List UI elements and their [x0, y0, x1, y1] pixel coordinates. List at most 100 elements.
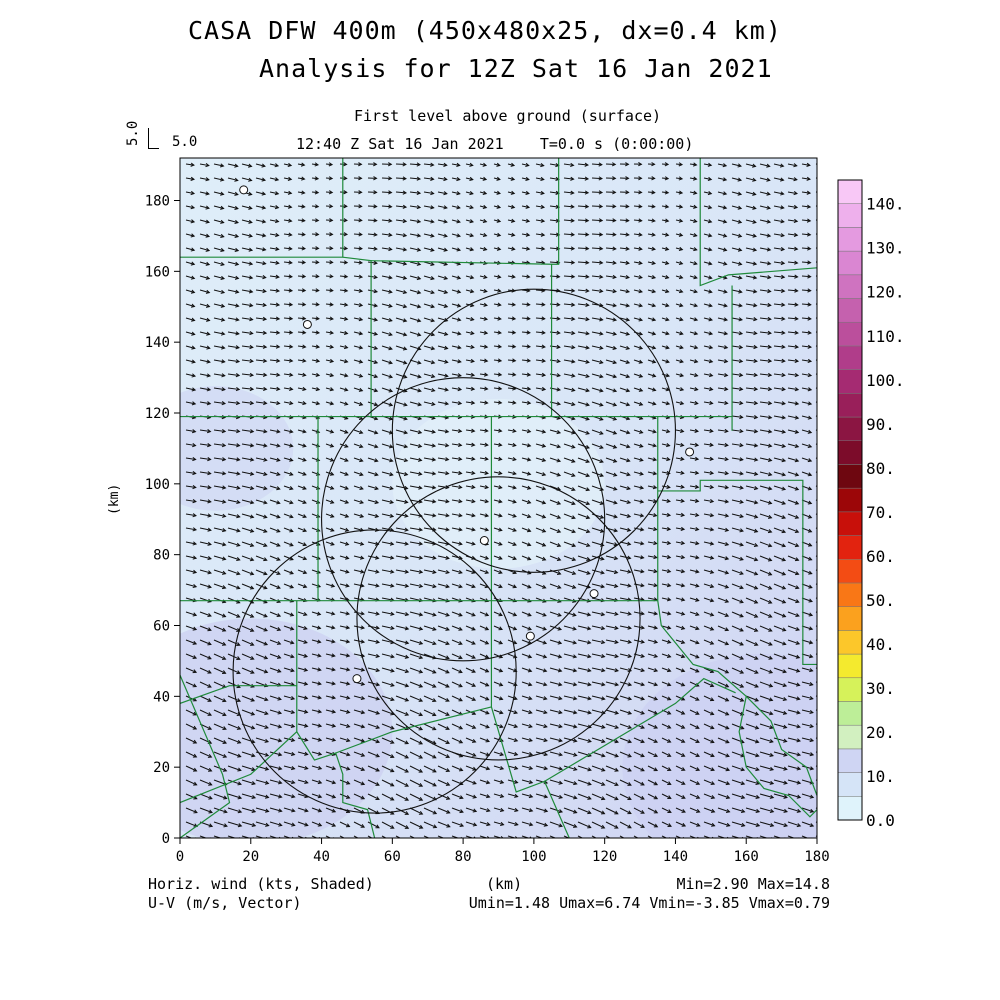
wind-vector	[507, 232, 516, 237]
wind-vector	[745, 429, 759, 434]
wind-vector	[521, 204, 531, 209]
wind-vector	[325, 176, 334, 181]
wind-vector	[227, 303, 240, 308]
wind-vector	[283, 372, 294, 377]
wind-vector	[381, 751, 395, 759]
wind-vector	[661, 597, 672, 602]
wind-vector	[339, 583, 350, 588]
wind-vector	[675, 401, 685, 406]
station-marker	[302, 319, 312, 329]
wind-vector	[283, 499, 294, 505]
wind-vector	[283, 274, 293, 279]
wind-vector	[591, 625, 606, 631]
wind-vector	[661, 498, 671, 503]
wind-vector	[297, 639, 308, 644]
wind-vector	[535, 583, 547, 589]
x-tick-label: 120	[592, 849, 617, 865]
wind-vector	[647, 429, 657, 434]
y-tick-label: 180	[145, 194, 170, 210]
wind-vector	[283, 330, 294, 335]
wind-vector	[731, 219, 743, 224]
wind-vector	[563, 499, 576, 506]
wind-vector	[297, 358, 307, 363]
wind-vector	[269, 625, 282, 631]
wind-vector	[731, 205, 743, 210]
wind-vector	[689, 512, 700, 518]
wind-vector	[535, 793, 549, 799]
wind-vector	[423, 555, 437, 560]
wind-vector	[479, 274, 488, 279]
wind-vector	[213, 261, 225, 266]
wind-vector	[745, 793, 761, 800]
wind-vector	[619, 667, 633, 673]
y-tick-label: 160	[145, 264, 170, 280]
wind-vector	[339, 373, 349, 378]
wind-vector	[703, 400, 714, 406]
wind-vector	[437, 709, 450, 716]
wind-vector	[255, 302, 267, 308]
wind-vector	[703, 723, 715, 730]
wind-vector	[367, 176, 378, 181]
wind-vector	[297, 274, 307, 279]
wind-vector	[437, 527, 450, 532]
wind-vector	[801, 401, 813, 406]
wind-vector	[339, 611, 351, 616]
wind-vector	[731, 428, 744, 434]
wind-vector	[591, 359, 604, 365]
wind-vector	[437, 737, 450, 744]
wind-vector	[717, 428, 729, 434]
wind-vector	[437, 681, 450, 688]
wind-vector	[185, 499, 197, 504]
colorbar-label: 30.	[866, 679, 895, 698]
wind-vector	[423, 190, 435, 196]
wind-vector	[185, 345, 196, 350]
wind-vector	[255, 372, 268, 377]
wind-vector	[479, 162, 488, 167]
wind-vector	[255, 400, 268, 406]
wind-vector	[479, 765, 491, 771]
wind-vector	[311, 344, 321, 349]
wind-vector	[647, 681, 659, 687]
wind-vector	[269, 400, 281, 406]
wind-vector	[451, 737, 464, 744]
wind-vector	[283, 485, 294, 491]
wind-vector	[185, 723, 198, 730]
wind-vector	[437, 555, 450, 560]
wind-vector	[731, 821, 746, 827]
wind-vector	[395, 373, 408, 379]
wind-vector	[773, 653, 787, 660]
wind-vector	[773, 163, 785, 168]
wind-vector	[479, 779, 491, 785]
wind-vector	[535, 513, 547, 519]
wind-vector	[661, 625, 672, 630]
wind-vector	[647, 737, 659, 743]
wind-vector	[423, 835, 431, 838]
wind-vector	[437, 387, 449, 392]
wind-vector	[717, 345, 729, 350]
wind-vector	[255, 639, 269, 646]
wind-vector	[269, 443, 281, 448]
wind-vector	[353, 331, 364, 336]
wind-vector	[731, 247, 743, 252]
wind-vector	[507, 583, 518, 589]
wind-vector	[409, 275, 422, 281]
wind-vector	[703, 331, 714, 336]
wind-vector	[773, 387, 786, 392]
county-boundary	[180, 685, 298, 804]
wind-vector	[493, 709, 504, 715]
wind-vector	[759, 457, 773, 462]
wind-vector	[409, 583, 424, 589]
wind-vector	[353, 246, 363, 251]
wind-vector	[255, 471, 268, 476]
wind-vector	[633, 779, 645, 786]
wind-vector	[759, 583, 773, 590]
wind-vector	[787, 611, 800, 618]
wind-vector	[367, 485, 379, 491]
wind-vector	[619, 485, 631, 491]
wind-vector	[759, 765, 775, 771]
wind-vector	[451, 247, 462, 252]
wind-vector	[647, 218, 656, 223]
wind-vector	[241, 247, 254, 252]
wind-vector	[507, 611, 518, 617]
wind-vector	[745, 485, 759, 491]
